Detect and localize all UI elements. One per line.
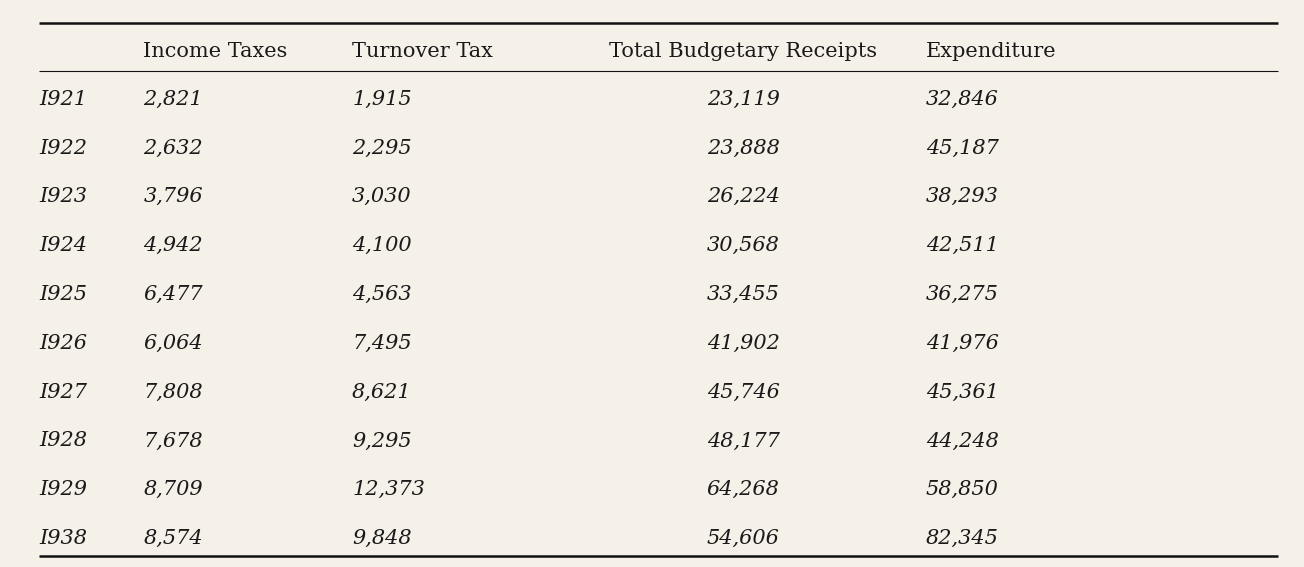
Text: I925: I925 xyxy=(39,285,87,304)
Text: 64,268: 64,268 xyxy=(707,480,780,500)
Text: 3,796: 3,796 xyxy=(143,187,203,206)
Text: 54,606: 54,606 xyxy=(707,529,780,548)
Text: 23,119: 23,119 xyxy=(707,90,780,109)
Text: 45,361: 45,361 xyxy=(926,383,999,401)
Text: I938: I938 xyxy=(39,529,87,548)
Text: 2,632: 2,632 xyxy=(143,138,203,158)
Text: 33,455: 33,455 xyxy=(707,285,780,304)
Text: 41,976: 41,976 xyxy=(926,334,999,353)
Text: 6,064: 6,064 xyxy=(143,334,203,353)
Text: 2,295: 2,295 xyxy=(352,138,412,158)
Text: 8,574: 8,574 xyxy=(143,529,203,548)
Text: 7,495: 7,495 xyxy=(352,334,412,353)
Text: I922: I922 xyxy=(39,138,87,158)
Text: Total Budgetary Receipts: Total Budgetary Receipts xyxy=(609,41,878,61)
Text: 41,902: 41,902 xyxy=(707,334,780,353)
Text: 2,821: 2,821 xyxy=(143,90,203,109)
Text: 9,295: 9,295 xyxy=(352,431,412,451)
Text: 38,293: 38,293 xyxy=(926,187,999,206)
Text: 4,100: 4,100 xyxy=(352,236,412,255)
Text: 36,275: 36,275 xyxy=(926,285,999,304)
Text: 1,915: 1,915 xyxy=(352,90,412,109)
Text: 3,030: 3,030 xyxy=(352,187,412,206)
Text: 7,808: 7,808 xyxy=(143,383,203,401)
Text: I928: I928 xyxy=(39,431,87,451)
Text: 8,709: 8,709 xyxy=(143,480,203,500)
Text: 23,888: 23,888 xyxy=(707,138,780,158)
Text: 6,477: 6,477 xyxy=(143,285,203,304)
Text: 45,187: 45,187 xyxy=(926,138,999,158)
Text: I923: I923 xyxy=(39,187,87,206)
Text: 4,563: 4,563 xyxy=(352,285,412,304)
Text: 4,942: 4,942 xyxy=(143,236,203,255)
Text: I921: I921 xyxy=(39,90,87,109)
Text: 9,848: 9,848 xyxy=(352,529,412,548)
Text: Expenditure: Expenditure xyxy=(926,41,1056,61)
Text: 82,345: 82,345 xyxy=(926,529,999,548)
Text: Turnover Tax: Turnover Tax xyxy=(352,41,493,61)
Text: 8,621: 8,621 xyxy=(352,383,412,401)
Text: 44,248: 44,248 xyxy=(926,431,999,451)
Text: I924: I924 xyxy=(39,236,87,255)
Text: Income Taxes: Income Taxes xyxy=(143,41,288,61)
Text: 58,850: 58,850 xyxy=(926,480,999,500)
Text: 7,678: 7,678 xyxy=(143,431,203,451)
Text: 45,746: 45,746 xyxy=(707,383,780,401)
Text: I929: I929 xyxy=(39,480,87,500)
Text: 26,224: 26,224 xyxy=(707,187,780,206)
Text: 42,511: 42,511 xyxy=(926,236,999,255)
Text: 48,177: 48,177 xyxy=(707,431,780,451)
Text: 32,846: 32,846 xyxy=(926,90,999,109)
Text: 30,568: 30,568 xyxy=(707,236,780,255)
Text: 12,373: 12,373 xyxy=(352,480,425,500)
Text: I927: I927 xyxy=(39,383,87,401)
Text: I926: I926 xyxy=(39,334,87,353)
